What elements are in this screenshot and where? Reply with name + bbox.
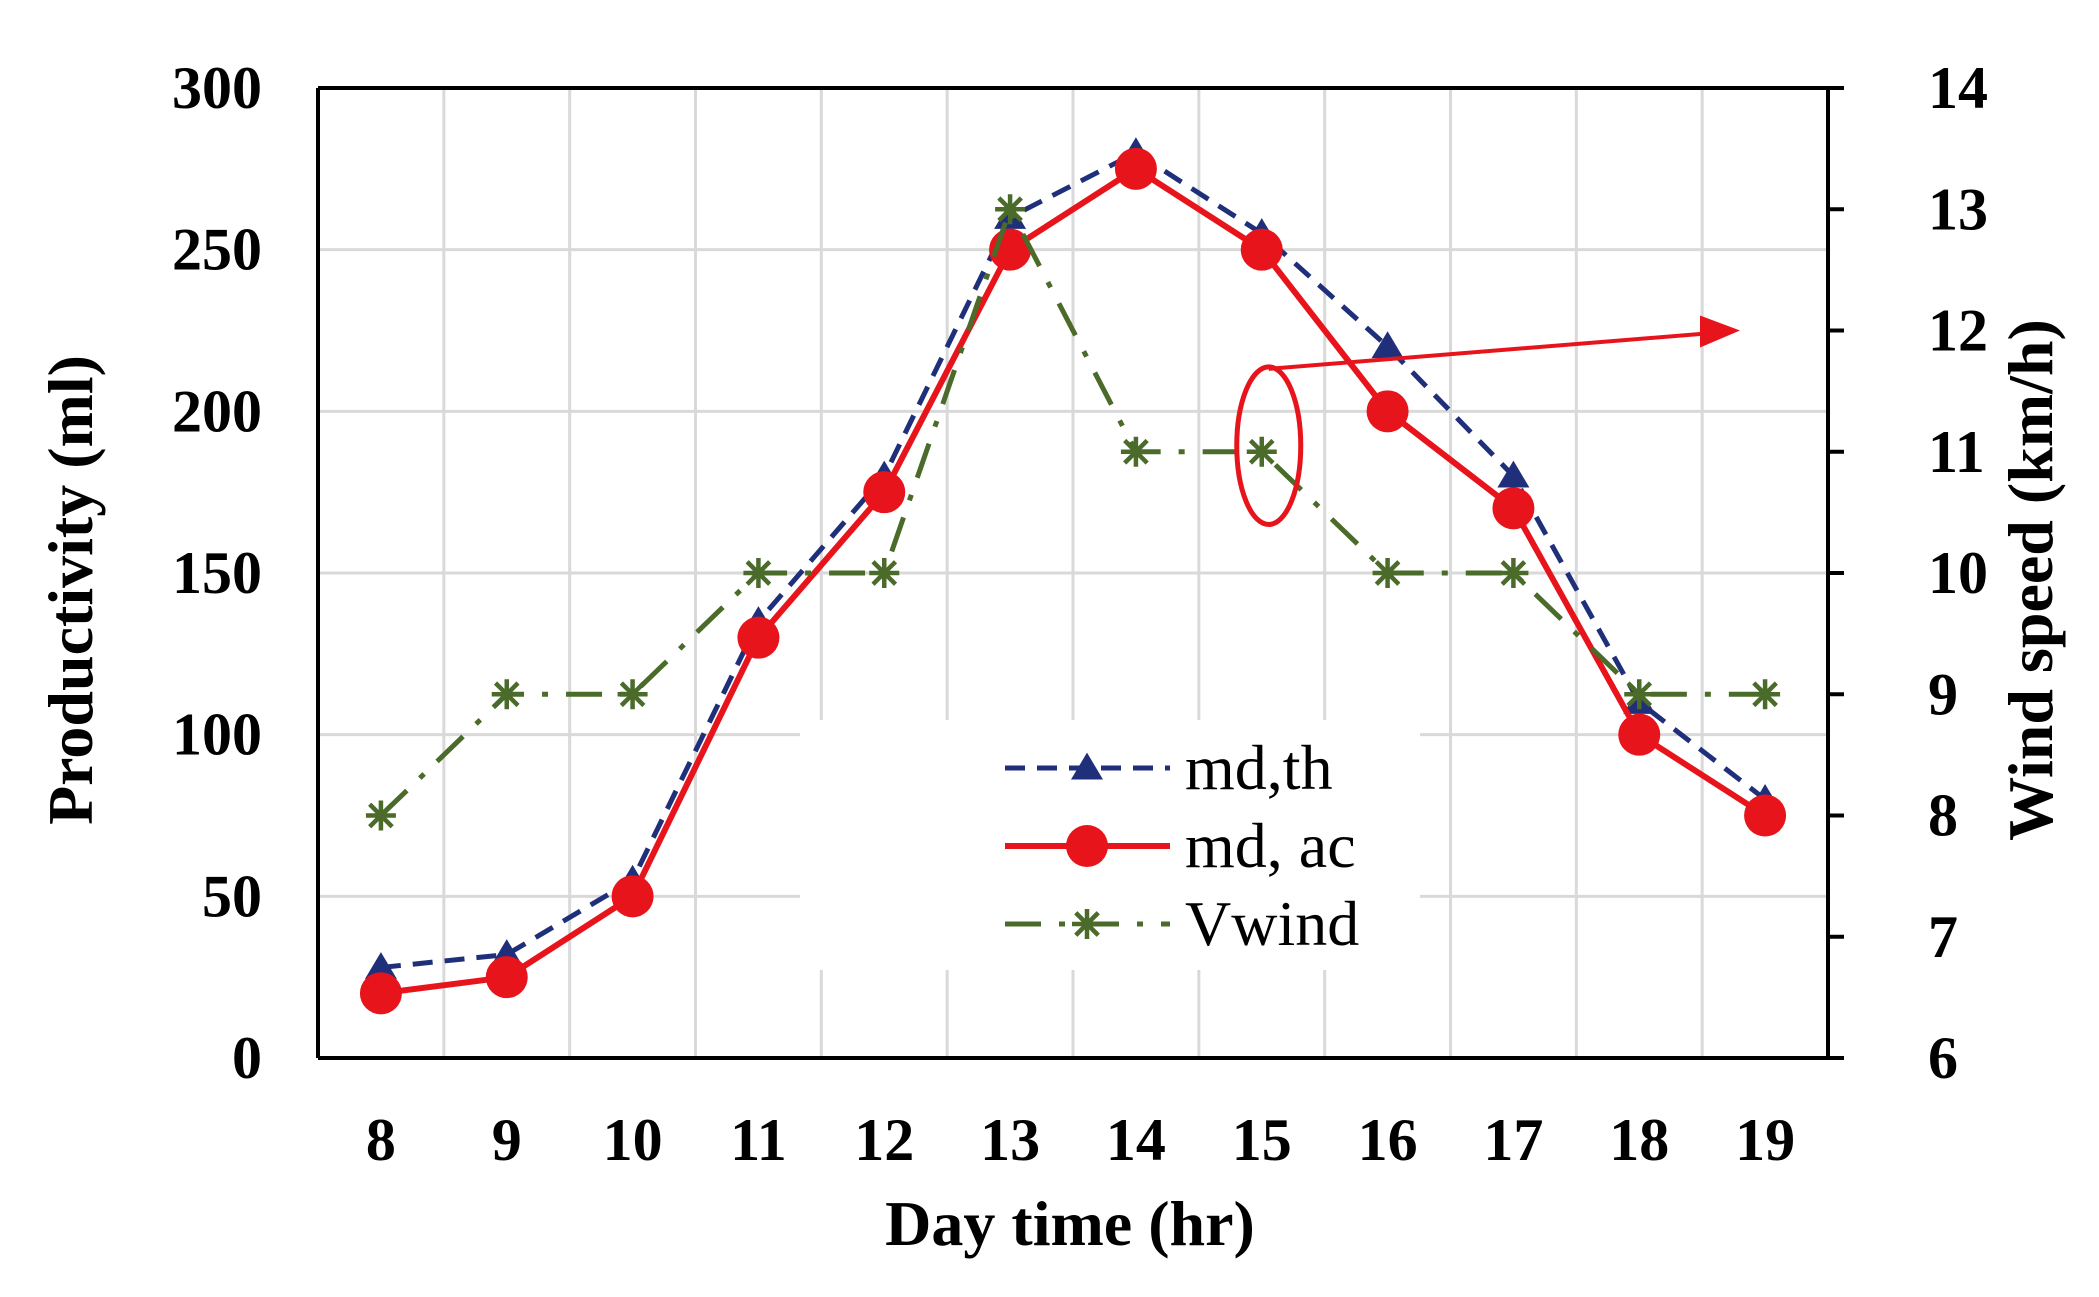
x-tick-label: 12: [854, 1107, 914, 1173]
annotation-layer: [1234, 315, 1740, 527]
data-point-2-2: [617, 679, 648, 710]
tick-labels: 8 9 10 11 12 13 14 15 16 17 18 19 0 50 100 150 200 250 300…: [172, 55, 1988, 1173]
y-axis-title: Productivity (ml): [35, 355, 106, 825]
series-line-2: [379, 206, 1766, 818]
data-point-2-11: [1750, 679, 1781, 710]
y-tick-label: 200: [172, 378, 262, 444]
data-point-0-8: [1371, 331, 1404, 359]
x-tick-label: 13: [980, 1107, 1040, 1173]
x-tick-label: 11: [730, 1107, 787, 1173]
y-tick-label: 100: [172, 702, 262, 768]
data-point-0-0: [364, 952, 397, 979]
y2-tick-label: 12: [1928, 298, 1988, 364]
y2-tick-label: 11: [1928, 419, 1985, 485]
data-point-2-6: [1120, 436, 1151, 467]
legend-label-0: md,th: [1185, 732, 1333, 803]
x-axis-title: Day time (hr): [885, 1188, 1255, 1259]
y-tick-label: 300: [172, 55, 262, 121]
x-tick-label: 18: [1609, 1107, 1669, 1173]
data-point-1-3: [737, 616, 780, 659]
data-point-2-0: [365, 800, 396, 831]
data-point-1-6: [1114, 147, 1157, 190]
data-point-1-8: [1366, 390, 1409, 433]
data-point-2-5: [995, 194, 1026, 225]
x-tick-label: 14: [1106, 1107, 1166, 1173]
data-point-2-3: [743, 558, 774, 588]
y2-tick-label: 13: [1928, 176, 1988, 242]
data-point-1-2: [611, 875, 654, 918]
legend-swatch-marker-0: [1071, 752, 1103, 780]
y-tick-label: 150: [172, 540, 262, 606]
data-point-1-10: [1618, 713, 1661, 756]
data-point-2-10: [1624, 679, 1655, 710]
y2-tick-label: 14: [1928, 55, 1988, 121]
data-point-1-9: [1492, 487, 1535, 530]
data-point-2-1: [491, 679, 522, 710]
x-tick-label: 16: [1358, 1107, 1418, 1173]
x-tick-label: 19: [1735, 1107, 1795, 1173]
y2-tick-label: 7: [1928, 904, 1958, 970]
x-tick-label: 17: [1483, 1107, 1543, 1173]
y2-tick-label: 8: [1928, 783, 1958, 849]
data-point-2-7: [1246, 436, 1277, 467]
x-tick-label: 15: [1232, 1107, 1292, 1173]
series-line-1: [380, 165, 1767, 997]
y2-tick-label: 10: [1928, 540, 1988, 606]
legend-swatch-marker-2: [1072, 909, 1102, 939]
data-point-1-0: [359, 972, 402, 1015]
axes: [316, 86, 1844, 1060]
data-point-2-9: [1498, 558, 1529, 588]
legend-swatch-marker-1: [1066, 825, 1108, 867]
series-layer: [359, 137, 1787, 1015]
data-point-1-1: [485, 956, 528, 999]
legend-label-1: md, ac: [1185, 810, 1356, 881]
y-tick-label: 0: [232, 1025, 262, 1091]
data-point-2-4: [869, 558, 900, 588]
data-point-1-7: [1240, 228, 1283, 271]
y2-tick-label: 9: [1928, 661, 1958, 727]
data-point-1-4: [863, 471, 906, 514]
data-point-0-9: [1497, 460, 1530, 488]
x-tick-label: 8: [366, 1107, 396, 1173]
y-tick-label: 250: [172, 217, 262, 283]
y2-axis-title: Wind speed (km/h): [1995, 319, 2066, 841]
data-point-2-8: [1372, 558, 1403, 588]
legend-label-2: Vwind: [1185, 888, 1359, 959]
data-point-1-11: [1744, 794, 1787, 837]
x-tick-label: 10: [603, 1107, 663, 1173]
x-tick-label: 9: [492, 1107, 522, 1173]
annotation-arrow-head: [1700, 315, 1740, 348]
y-tick-label: 50: [202, 863, 262, 929]
annotation-arrow-line: [1268, 331, 1707, 371]
y2-tick-label: 6: [1928, 1025, 1958, 1091]
